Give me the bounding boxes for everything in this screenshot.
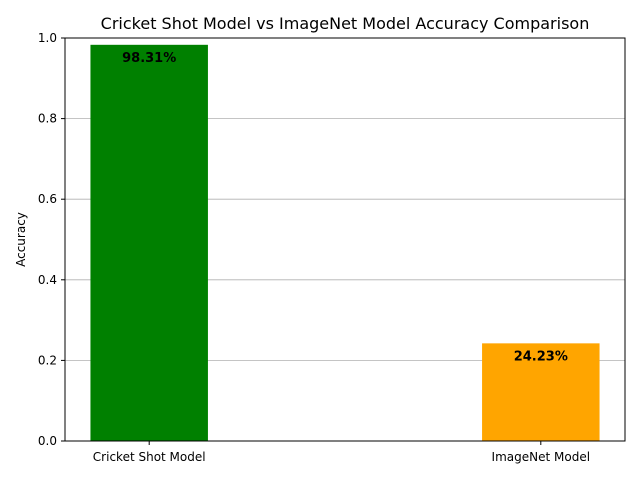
bar <box>482 343 600 441</box>
y-tick-label: 0.8 <box>38 112 57 126</box>
y-tick-label: 0.2 <box>38 353 57 367</box>
bars <box>90 44 600 441</box>
x-tick-label: Cricket Shot Model <box>93 450 206 464</box>
x-tick-label: ImageNet Model <box>492 450 591 464</box>
bar <box>90 44 208 441</box>
data-label: 24.23% <box>514 349 568 364</box>
x-axis: Cricket Shot Model ImageNet Model <box>93 441 590 464</box>
y-tick-label: 0.4 <box>38 273 57 287</box>
y-tick-label: 1.0 <box>38 31 57 45</box>
data-label: 98.31% <box>122 51 176 66</box>
y-axis-label: Accuracy <box>14 212 28 267</box>
y-axis: 0.0 0.2 0.4 0.6 0.8 1.0 <box>38 31 65 448</box>
y-tick-label: 0.0 <box>38 434 57 448</box>
plot-frame <box>64 37 626 442</box>
data-labels: 98.31% 24.23% <box>122 51 568 365</box>
chart-title: Cricket Shot Model vs ImageNet Model Acc… <box>101 14 590 33</box>
y-tick-label: 0.6 <box>38 192 57 206</box>
